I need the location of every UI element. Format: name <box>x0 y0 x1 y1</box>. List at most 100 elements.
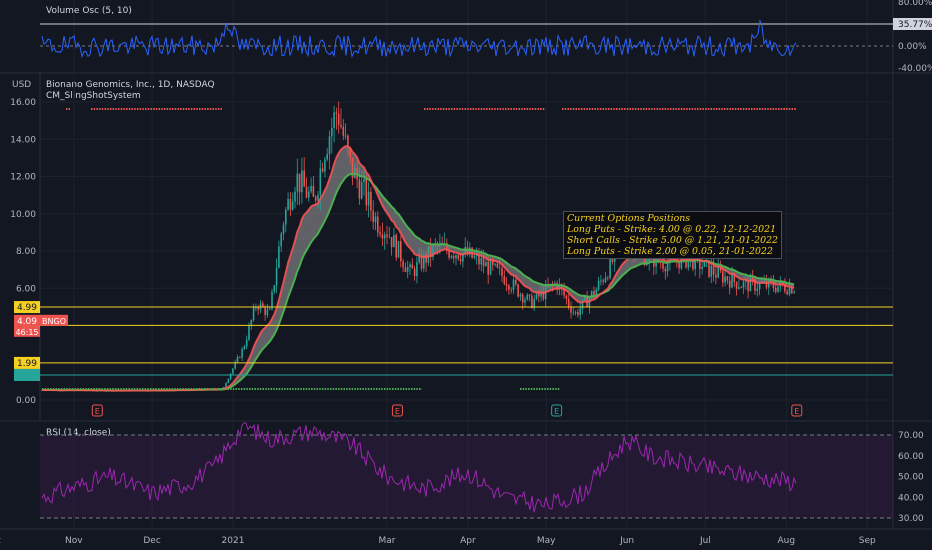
candle-body <box>395 235 397 258</box>
candle-body <box>273 285 276 292</box>
candle-body <box>526 294 529 300</box>
candle-body <box>377 216 379 233</box>
candle-body <box>245 339 248 347</box>
candle-body <box>597 280 600 290</box>
candle-body <box>756 288 759 291</box>
candle-body <box>291 201 294 210</box>
candle-body <box>584 296 586 300</box>
candle-body <box>678 261 680 269</box>
candle-body <box>383 234 386 239</box>
candle-body <box>521 294 524 303</box>
price-tick-label: 8.00 <box>16 247 36 257</box>
candle-body <box>600 280 602 282</box>
candle-body <box>457 255 460 260</box>
candle-body <box>733 273 736 282</box>
ticker-box <box>40 314 68 326</box>
candle-body <box>416 262 418 277</box>
candle-body <box>402 261 404 268</box>
candle-body <box>234 362 236 369</box>
candle-body <box>450 256 453 258</box>
candle-body <box>751 277 754 280</box>
candle-body <box>475 254 478 256</box>
candle-body <box>340 124 342 127</box>
candle-body <box>225 383 227 388</box>
candle-body <box>611 256 614 262</box>
candle-body <box>503 276 506 284</box>
candle-body <box>469 247 471 255</box>
earnings-marker <box>391 404 403 417</box>
candle-body <box>593 291 595 296</box>
candle-body <box>448 250 450 258</box>
candle-body <box>462 253 464 262</box>
candle-body <box>372 210 374 223</box>
time-tick-label: Sep <box>859 536 876 546</box>
candle-body <box>595 289 598 296</box>
candle-body <box>747 279 749 292</box>
currency-label: USD <box>12 80 31 90</box>
candle-body <box>740 287 742 289</box>
candle-body <box>342 126 345 136</box>
candle-body <box>335 112 338 114</box>
candle-body <box>510 289 512 291</box>
options-annotation: Current Options Positions Long Puts - St… <box>563 211 783 259</box>
candle-body <box>735 281 738 289</box>
candle-body <box>570 306 572 313</box>
candle-body <box>420 255 423 269</box>
candle-body <box>496 263 499 268</box>
candle-body <box>331 127 333 137</box>
candle-body <box>317 194 319 201</box>
candle-body <box>411 264 414 269</box>
candle-body <box>719 266 722 272</box>
candle-body <box>501 268 503 277</box>
rsi-line <box>41 422 797 513</box>
candle-body <box>427 246 430 263</box>
candle-body <box>413 268 416 277</box>
candle-body <box>432 245 434 257</box>
candle-body <box>278 246 280 268</box>
earnings-marker <box>91 404 103 417</box>
candle-body <box>301 170 303 193</box>
candle-body <box>699 255 701 269</box>
candle-body <box>565 295 568 299</box>
candle-body <box>494 263 496 265</box>
candle-body <box>482 258 485 267</box>
candle-body <box>604 277 607 282</box>
price-tick-label: 0.00 <box>16 396 36 406</box>
candle-body <box>508 285 510 290</box>
time-tick-label: 2021 <box>222 536 245 546</box>
candle-body <box>590 291 593 298</box>
time-tick-label: Oct <box>0 536 1 546</box>
candle-body <box>524 299 526 303</box>
candle-body <box>791 286 793 294</box>
candle-body <box>492 259 494 265</box>
candle-body <box>381 234 384 239</box>
annotation-line-short-calls: Short Calls - Strike 5.00 @ 1.21, 21-01-… <box>567 235 779 246</box>
candle-body <box>248 325 250 340</box>
candle-body <box>252 307 255 320</box>
level-label-box <box>14 301 40 314</box>
annotation-line-long-puts-2: Long Puts - Strike 2.00 @ 0.05, 21-01-20… <box>567 246 773 257</box>
candle-body <box>687 258 690 268</box>
time-tick-label: Dec <box>143 536 160 546</box>
candle-body <box>788 286 791 295</box>
indicator-overlay-title: CM_SlingShotSystem <box>46 91 141 101</box>
candle-body <box>259 303 262 310</box>
candle-body <box>572 312 575 314</box>
candle-body <box>296 173 299 192</box>
candle-body <box>519 294 522 297</box>
earnings-marker-label: E <box>554 407 559 416</box>
chart-title: Bionano Genomics, Inc., 1D, NASDAQ <box>46 80 215 90</box>
candle-body <box>321 168 324 172</box>
ticker-label: BNGO <box>42 317 66 326</box>
time-tick-label: Jul <box>699 536 711 546</box>
candle-body <box>363 179 365 183</box>
rsi-tick: 60.00 <box>898 452 924 462</box>
rsi-tick: 50.00 <box>898 473 924 483</box>
candle-body <box>312 185 315 197</box>
candle-body <box>717 266 719 278</box>
candle-body <box>344 135 347 137</box>
candle-body <box>540 290 542 297</box>
candle-body <box>314 196 317 201</box>
candle-body <box>459 259 462 262</box>
candle-body <box>607 277 609 279</box>
